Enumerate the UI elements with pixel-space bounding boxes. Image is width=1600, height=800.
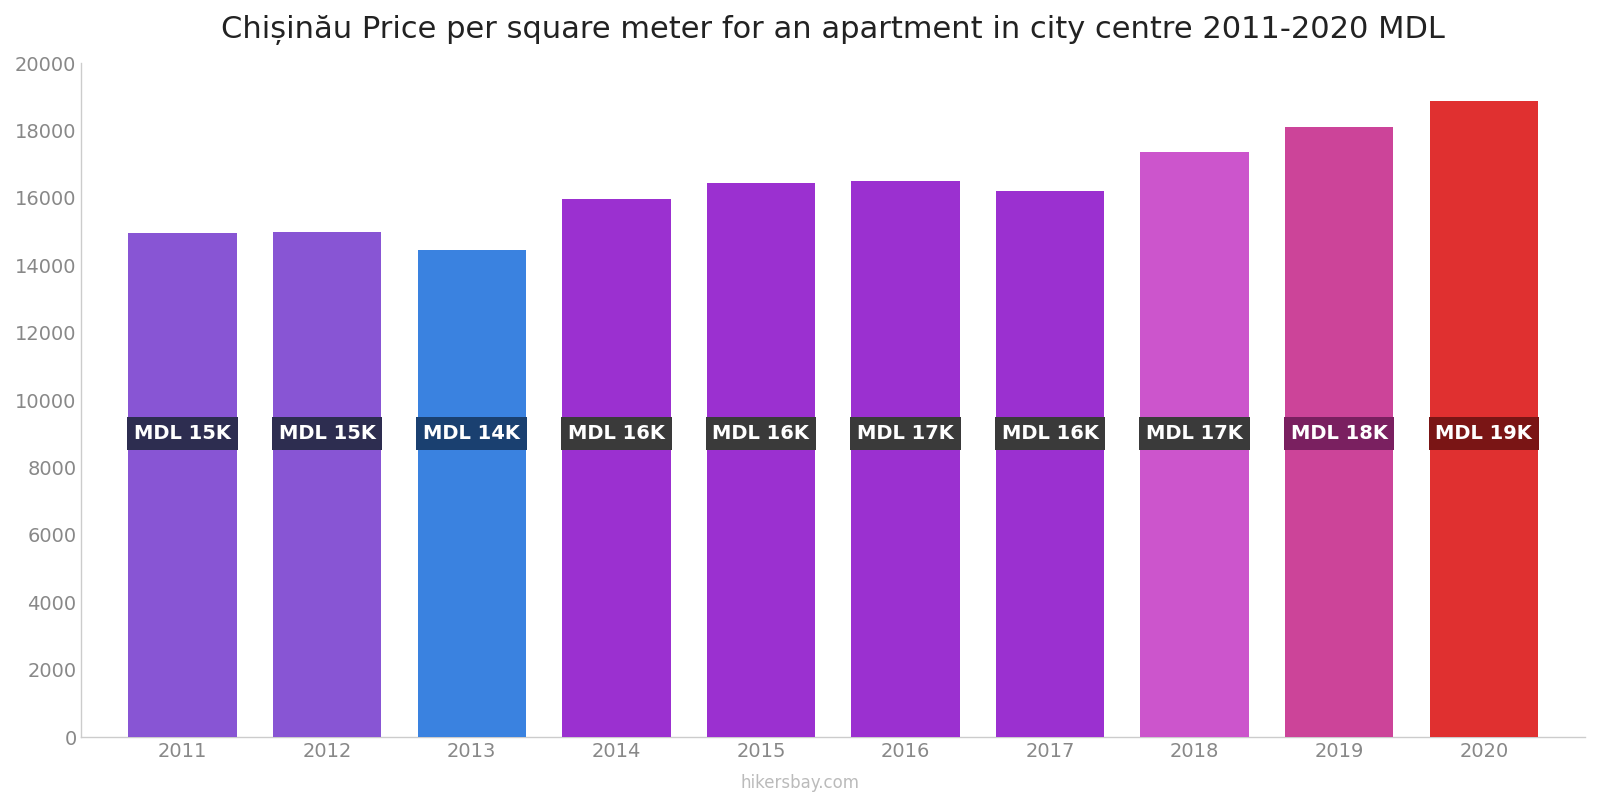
Text: MDL 15K: MDL 15K xyxy=(278,424,376,443)
Text: hikersbay.com: hikersbay.com xyxy=(741,774,859,792)
Bar xyxy=(128,234,237,737)
Bar xyxy=(562,198,670,737)
Title: Chișinău Price per square meter for an apartment in city centre 2011-2020 MDL: Chișinău Price per square meter for an a… xyxy=(221,15,1445,45)
Bar xyxy=(1141,152,1250,737)
Text: MDL 17K: MDL 17K xyxy=(858,424,954,443)
Text: MDL 19K: MDL 19K xyxy=(1435,424,1533,443)
Bar xyxy=(274,232,381,737)
Bar xyxy=(851,182,960,737)
Bar xyxy=(995,190,1104,737)
Text: MDL 16K: MDL 16K xyxy=(712,424,810,443)
Text: MDL 15K: MDL 15K xyxy=(134,424,230,443)
Text: MDL 18K: MDL 18K xyxy=(1291,424,1387,443)
Bar xyxy=(418,250,526,737)
Bar xyxy=(1429,101,1538,737)
Bar xyxy=(707,183,814,737)
Text: MDL 14K: MDL 14K xyxy=(424,424,520,443)
Text: MDL 16K: MDL 16K xyxy=(568,424,664,443)
Text: MDL 17K: MDL 17K xyxy=(1146,424,1243,443)
Bar xyxy=(1285,127,1394,737)
Text: MDL 16K: MDL 16K xyxy=(1002,424,1099,443)
